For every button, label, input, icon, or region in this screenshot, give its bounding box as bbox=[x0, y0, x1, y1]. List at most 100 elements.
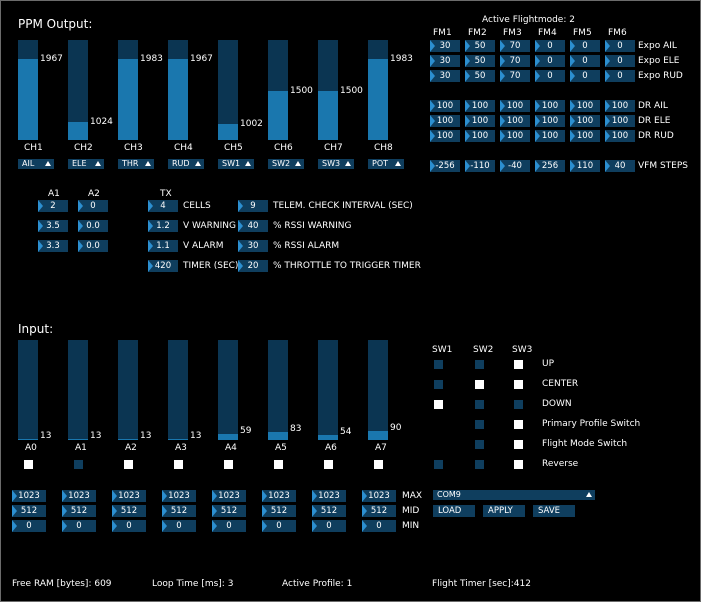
load-button[interactable]: LOAD bbox=[433, 505, 475, 517]
input-mid-input[interactable]: 512 bbox=[362, 505, 396, 517]
fm-value-input[interactable]: 50 bbox=[465, 55, 495, 67]
fm-value-input[interactable]: 50 bbox=[465, 70, 495, 82]
switch-checkbox[interactable] bbox=[514, 360, 523, 369]
fm-value-input[interactable]: 0 bbox=[570, 70, 600, 82]
fm-value-input[interactable]: 0 bbox=[605, 70, 635, 82]
fm-value-input[interactable]: 0 bbox=[535, 40, 565, 52]
fm-value-input[interactable]: 100 bbox=[500, 100, 530, 112]
fm-value-input[interactable]: 100 bbox=[535, 100, 565, 112]
input-reverse-checkbox[interactable] bbox=[124, 460, 133, 469]
input-mid-input[interactable]: 512 bbox=[212, 505, 246, 517]
tx-input[interactable]: 1.1 bbox=[148, 240, 178, 252]
fm-value-input[interactable]: 100 bbox=[430, 100, 460, 112]
save-button[interactable]: SAVE bbox=[533, 505, 575, 517]
a1-input[interactable]: 3.3 bbox=[38, 240, 68, 252]
switch-checkbox[interactable] bbox=[514, 420, 523, 429]
fm-value-input[interactable]: 30 bbox=[430, 70, 460, 82]
fm-value-input[interactable]: 100 bbox=[570, 115, 600, 127]
fm-value-input[interactable]: 40 bbox=[605, 160, 635, 172]
serial-port-dropdown[interactable]: COM9 bbox=[433, 490, 595, 500]
telemetry-setting-input[interactable]: 30 bbox=[238, 240, 268, 252]
fm-value-input[interactable]: 100 bbox=[605, 100, 635, 112]
ppm-assign-dropdown[interactable]: SW2 bbox=[268, 159, 304, 169]
input-max-input[interactable]: 1023 bbox=[212, 490, 246, 502]
fm-value-input[interactable]: 70 bbox=[500, 40, 530, 52]
input-max-input[interactable]: 1023 bbox=[62, 490, 96, 502]
fm-value-input[interactable]: 30 bbox=[430, 40, 460, 52]
telemetry-setting-input[interactable]: 9 bbox=[238, 200, 268, 212]
input-max-input[interactable]: 1023 bbox=[12, 490, 46, 502]
ppm-assign-dropdown[interactable]: AIL bbox=[18, 159, 54, 169]
fm-value-input[interactable]: 0 bbox=[605, 40, 635, 52]
fm-value-input[interactable]: 100 bbox=[570, 130, 600, 142]
fm-value-input[interactable]: 100 bbox=[500, 115, 530, 127]
ppm-assign-dropdown[interactable]: THR bbox=[118, 159, 154, 169]
input-min-input[interactable]: 0 bbox=[312, 520, 346, 532]
input-mid-input[interactable]: 512 bbox=[12, 505, 46, 517]
switch-checkbox[interactable] bbox=[475, 420, 484, 429]
a2-input[interactable]: 0.0 bbox=[78, 240, 108, 252]
fm-value-input[interactable]: 0 bbox=[570, 55, 600, 67]
input-mid-input[interactable]: 512 bbox=[262, 505, 296, 517]
input-reverse-checkbox[interactable] bbox=[74, 460, 83, 469]
input-reverse-checkbox[interactable] bbox=[174, 460, 183, 469]
telemetry-setting-input[interactable]: 20 bbox=[238, 260, 268, 272]
input-min-input[interactable]: 0 bbox=[212, 520, 246, 532]
input-max-input[interactable]: 1023 bbox=[112, 490, 146, 502]
fm-value-input[interactable]: 0 bbox=[570, 40, 600, 52]
fm-value-input[interactable]: 100 bbox=[500, 130, 530, 142]
fm-value-input[interactable]: 100 bbox=[465, 115, 495, 127]
input-max-input[interactable]: 1023 bbox=[362, 490, 396, 502]
ppm-assign-dropdown[interactable]: SW1 bbox=[218, 159, 254, 169]
switch-checkbox[interactable] bbox=[475, 380, 484, 389]
fm-value-input[interactable]: 100 bbox=[605, 130, 635, 142]
input-max-input[interactable]: 1023 bbox=[312, 490, 346, 502]
input-mid-input[interactable]: 512 bbox=[312, 505, 346, 517]
fm-value-input[interactable]: 50 bbox=[465, 40, 495, 52]
fm-value-input[interactable]: 110 bbox=[570, 160, 600, 172]
fm-value-input[interactable]: 70 bbox=[500, 55, 530, 67]
a1-input[interactable]: 2 bbox=[38, 200, 68, 212]
fm-value-input[interactable]: 30 bbox=[430, 55, 460, 67]
input-max-input[interactable]: 1023 bbox=[162, 490, 196, 502]
switch-checkbox[interactable] bbox=[475, 460, 484, 469]
input-min-input[interactable]: 0 bbox=[62, 520, 96, 532]
input-mid-input[interactable]: 512 bbox=[62, 505, 96, 517]
fm-value-input[interactable]: 70 bbox=[500, 70, 530, 82]
input-mid-input[interactable]: 512 bbox=[162, 505, 196, 517]
fm-value-input[interactable]: 100 bbox=[535, 130, 565, 142]
apply-button[interactable]: APPLY bbox=[483, 505, 525, 517]
ppm-assign-dropdown[interactable]: POT bbox=[368, 159, 404, 169]
ppm-assign-dropdown[interactable]: SW3 bbox=[318, 159, 354, 169]
a2-input[interactable]: 0 bbox=[78, 200, 108, 212]
input-max-input[interactable]: 1023 bbox=[262, 490, 296, 502]
input-min-input[interactable]: 0 bbox=[262, 520, 296, 532]
fm-value-input[interactable]: 256 bbox=[535, 160, 565, 172]
input-reverse-checkbox[interactable] bbox=[324, 460, 333, 469]
tx-input[interactable]: 4 bbox=[148, 200, 178, 212]
switch-checkbox[interactable] bbox=[514, 380, 523, 389]
input-reverse-checkbox[interactable] bbox=[224, 460, 233, 469]
fm-value-input[interactable]: 100 bbox=[430, 115, 460, 127]
fm-value-input[interactable]: 0 bbox=[605, 55, 635, 67]
fm-value-input[interactable]: -256 bbox=[430, 160, 460, 172]
input-reverse-checkbox[interactable] bbox=[274, 460, 283, 469]
fm-value-input[interactable]: 0 bbox=[535, 55, 565, 67]
switch-checkbox[interactable] bbox=[434, 400, 443, 409]
switch-checkbox[interactable] bbox=[514, 460, 523, 469]
switch-checkbox[interactable] bbox=[434, 380, 443, 389]
fm-value-input[interactable]: 100 bbox=[465, 130, 495, 142]
switch-checkbox[interactable] bbox=[475, 360, 484, 369]
fm-value-input[interactable]: 0 bbox=[535, 70, 565, 82]
input-mid-input[interactable]: 512 bbox=[112, 505, 146, 517]
switch-checkbox[interactable] bbox=[434, 460, 443, 469]
fm-value-input[interactable]: 100 bbox=[605, 115, 635, 127]
telemetry-setting-input[interactable]: 40 bbox=[238, 220, 268, 232]
ppm-assign-dropdown[interactable]: RUD bbox=[168, 159, 204, 169]
switch-checkbox[interactable] bbox=[475, 400, 484, 409]
input-min-input[interactable]: 0 bbox=[112, 520, 146, 532]
input-min-input[interactable]: 0 bbox=[362, 520, 396, 532]
a1-input[interactable]: 3.5 bbox=[38, 220, 68, 232]
input-min-input[interactable]: 0 bbox=[12, 520, 46, 532]
switch-checkbox[interactable] bbox=[514, 440, 523, 449]
